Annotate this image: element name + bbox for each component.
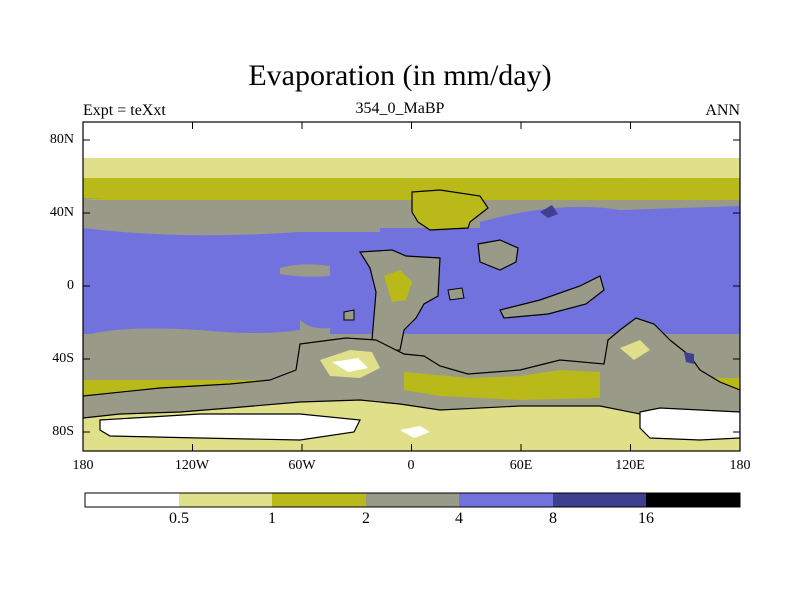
colorbar-swatch-6: [646, 493, 740, 507]
experiment-label: Expt = teXxt: [83, 102, 166, 119]
small-island-2: [343, 309, 355, 321]
colorbar-label-4: 4: [455, 510, 463, 527]
time-label: 354_0_MaBP: [355, 100, 445, 117]
band-wave-north: [83, 179, 740, 200]
small-island-1: [447, 287, 465, 301]
colorbar-label-2: 2: [362, 510, 370, 527]
dark-blue-spot-south: [684, 352, 694, 364]
polar-region-south-west: [99, 413, 361, 441]
map-title: Evaporation (in mm/day): [248, 59, 552, 92]
equatorial-yellow-patch: [384, 270, 412, 302]
colorbar-label-1: 1: [268, 510, 276, 527]
white-spot-south: [400, 426, 430, 438]
x-label-60w: 60W: [288, 458, 316, 473]
y-axis-ticks: [83, 139, 740, 433]
colorbar-swatch-3: [366, 493, 459, 507]
polar-region-south-east: [639, 407, 740, 441]
colorbar-frame: [84, 492, 741, 508]
evaporation-field: [83, 122, 740, 451]
colorbar-swatch-2: [272, 493, 366, 507]
landmass-island-ne: [477, 239, 519, 271]
x-label-60e: 60E: [509, 458, 533, 473]
colorbar-label-16: 16: [638, 510, 654, 527]
x-label-180w: 180: [72, 458, 94, 473]
colorbar-swatch-1: [179, 493, 272, 507]
x-label-180e: 180: [729, 458, 751, 473]
colorbar-label-8: 8: [549, 510, 557, 527]
season-label: ANN: [705, 102, 740, 119]
south-light-patch-2: [620, 340, 650, 360]
landmass-north: [411, 189, 489, 231]
x-label-120w: 120W: [174, 458, 210, 473]
gray-patch-1: [280, 264, 330, 277]
y-label-40s: 40S: [52, 351, 74, 366]
colorbar-label-0-5: 0.5: [169, 510, 189, 527]
colorbar-swatch-4: [459, 493, 553, 507]
x-axis-ticks: [82, 122, 741, 451]
colorbar: [84, 492, 741, 508]
south-white-patch-1: [332, 358, 368, 372]
dark-blue-spot: [540, 205, 558, 218]
band-wave-gray: [83, 228, 380, 236]
y-label-80s: 80S: [52, 424, 74, 439]
colorbar-swatch-5: [553, 493, 646, 507]
band-wave-south-2: [300, 320, 330, 336]
x-label-0: 0: [407, 458, 415, 473]
colorbar-swatch-0: [85, 493, 179, 507]
band-north-low: [83, 158, 740, 180]
landmass-equatorial: [358, 249, 441, 353]
band-wave-south: [83, 328, 300, 380]
y-label-equator: 0: [67, 278, 74, 293]
south-yellow-interior: [404, 370, 600, 400]
landmass-east-strip: [499, 275, 605, 319]
y-label-80n: 80N: [49, 132, 74, 147]
x-label-120e: 120E: [615, 458, 645, 473]
y-label-40n: 40N: [49, 205, 74, 220]
